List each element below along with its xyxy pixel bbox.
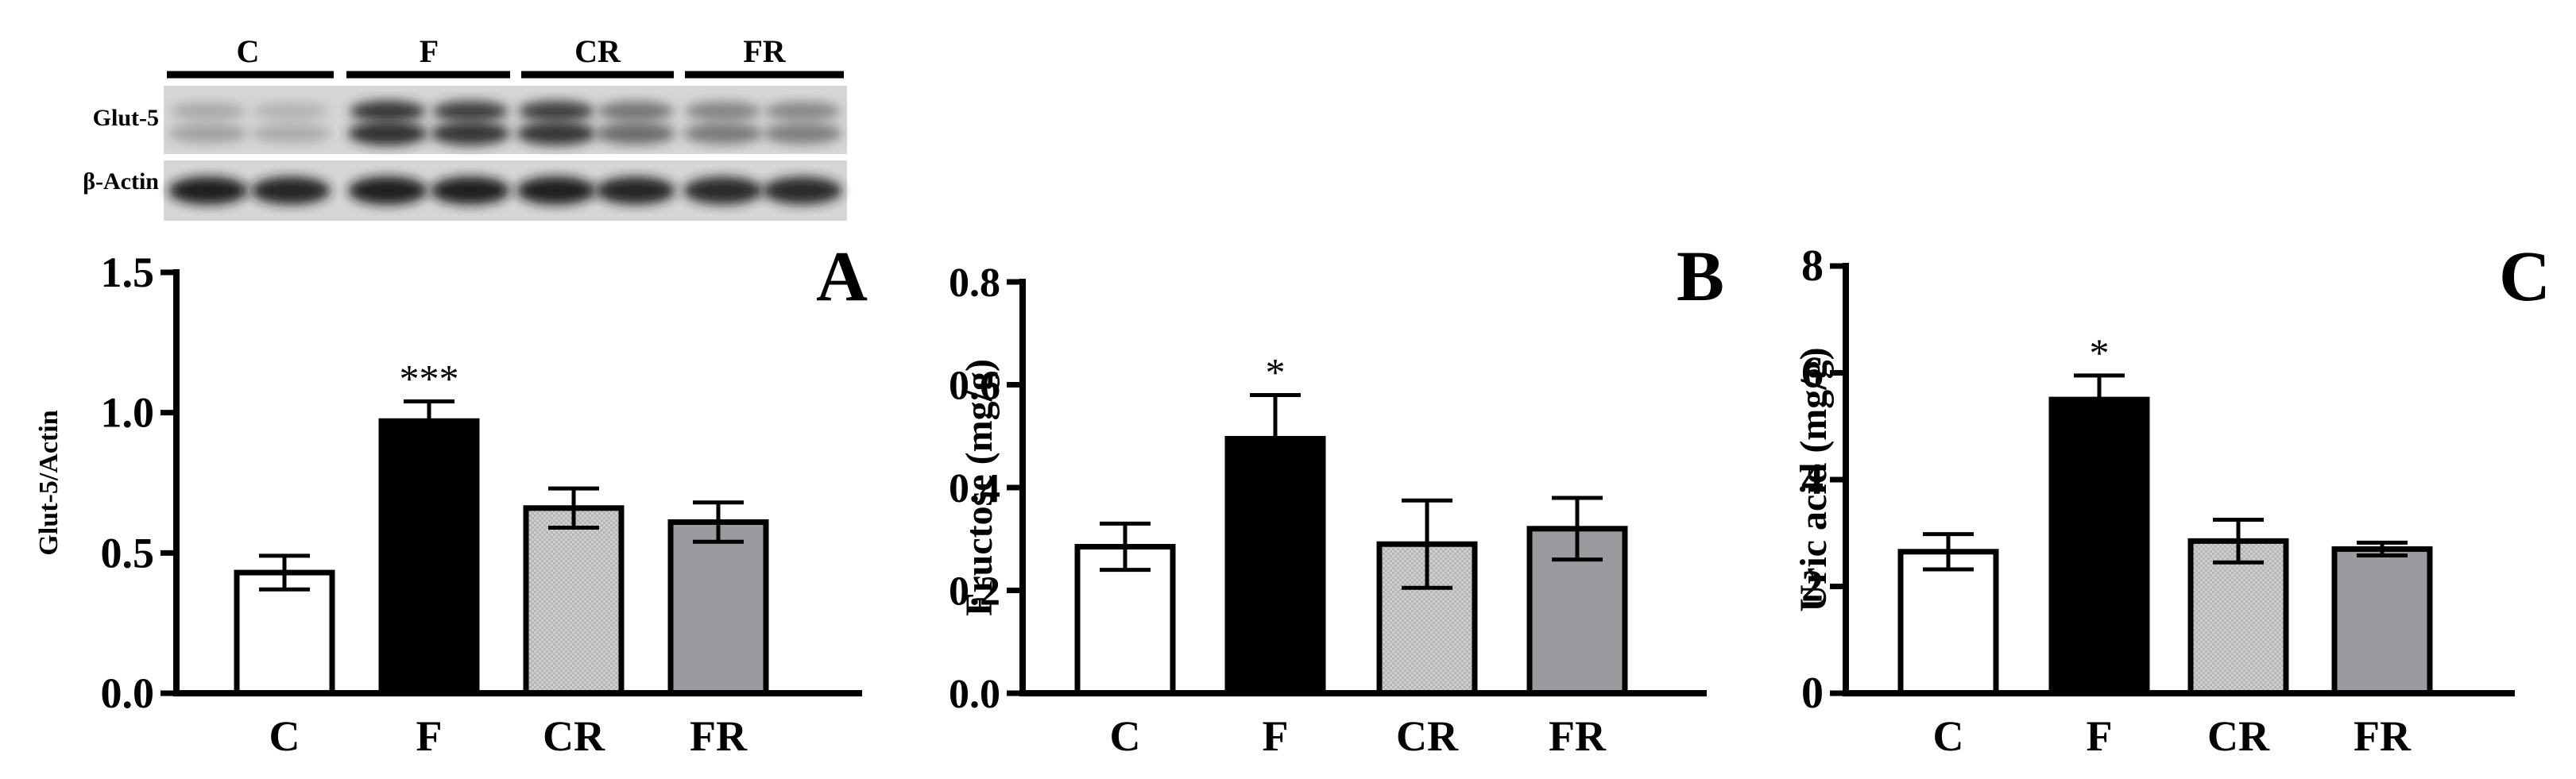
bar-charts: C *** F CR FR 0.0 0.5 1.0 1.5 Glut-5/Actin A C * F CR F…	[34, 237, 2551, 760]
y-tick-label: 0.8	[949, 260, 1000, 306]
glut5-band-lower	[596, 122, 675, 145]
panel-letter: A	[816, 237, 868, 316]
y-tick-label: 0.0	[101, 669, 155, 717]
glut5-band-lower	[516, 121, 596, 146]
x-tick-label: CR	[2207, 712, 2270, 760]
actin-band	[683, 176, 763, 205]
y-tick-label: 0.2	[949, 569, 1000, 615]
glut5-band-upper	[253, 102, 329, 120]
y-axis-label: Glut-5/Actin	[34, 410, 64, 555]
glut5-band-lower	[348, 121, 427, 146]
x-tick-label: C	[269, 712, 300, 760]
glut5-band-upper	[432, 100, 509, 122]
bar-f	[2048, 396, 2150, 696]
bar-c	[234, 569, 335, 696]
glut5-band-upper	[518, 100, 594, 122]
y-tick-label: 6	[1801, 349, 1824, 398]
panel-letter: C	[2499, 237, 2551, 316]
actin-band	[596, 176, 675, 205]
actin-band	[348, 176, 427, 205]
bar-f	[378, 418, 480, 696]
y-tick-label: 1.0	[101, 389, 155, 437]
y-tick-label: 0.4	[949, 466, 1000, 511]
x-tick-label: C	[1933, 712, 1964, 760]
bar-f	[1224, 435, 1326, 696]
blot-label-f: F	[420, 33, 439, 69]
x-tick-label: F	[416, 712, 443, 760]
panel-letter: B	[1677, 237, 1724, 316]
x-tick-label: CR	[1396, 712, 1459, 760]
y-tick-label: 0.5	[101, 529, 155, 577]
actin-band	[168, 176, 248, 205]
x-tick-label: FR	[1549, 712, 1607, 760]
y-axis-label: Fructose (mg/g)	[958, 359, 1000, 616]
y-tick-label: 1.5	[101, 249, 155, 296]
glut5-band-lower	[251, 123, 331, 144]
blot-label-fr: FR	[743, 33, 786, 69]
glut5-band-upper	[350, 100, 426, 122]
x-tick-label: C	[1110, 712, 1141, 760]
bar-fr	[667, 519, 769, 696]
blot-label-c: C	[237, 33, 260, 69]
x-tick-label: FR	[690, 712, 748, 760]
y-tick-label: 0.6	[949, 364, 1000, 409]
blot-row-label-actin: β-Actin	[83, 168, 159, 195]
blot-strip-glut5	[164, 86, 847, 154]
y-tick-label: 2	[1801, 562, 1824, 611]
significance-label: *	[1266, 349, 1286, 394]
actin-bands	[168, 176, 842, 205]
x-tick-label: CR	[543, 712, 605, 760]
significance-label: *	[2090, 330, 2110, 375]
actin-band	[251, 176, 331, 205]
actin-band	[431, 176, 510, 205]
glut5-band-lower	[431, 121, 510, 146]
x-tick-label: F	[2087, 712, 2113, 760]
glut5-band-lower	[763, 122, 842, 145]
glut5-band-lower	[168, 123, 248, 144]
blot-row-label-glut5: Glut-5	[93, 105, 159, 131]
chart-panel-c: C * F CR FR 0 2 4 6 8 Uric acid (mg/g) C	[1793, 237, 2551, 760]
glut5-band-upper	[170, 102, 246, 121]
bar-cr	[523, 505, 625, 696]
actin-band	[763, 176, 842, 205]
glut5-band-upper	[764, 102, 841, 121]
western-blot: C F CR FR Glut-5 β-Actin	[83, 33, 847, 221]
chart-panel-b: C * F CR FR 0.0 0.2 0.4 0.6 0.8 Fructose (mg/g) B	[949, 237, 1724, 760]
blot-strip-glut5-bg	[164, 86, 847, 154]
blot-label-cr: CR	[574, 33, 621, 69]
glut5-band-upper	[598, 101, 674, 121]
chart-panel-a: C *** F CR FR 0.0 0.5 1.0 1.5 Glut-5/Actin A	[34, 237, 868, 760]
y-axis-label: Uric acid (mg/g)	[1793, 347, 1835, 611]
x-tick-label: FR	[2354, 712, 2412, 760]
bar-fr	[2331, 546, 2433, 696]
glut5-band-upper	[685, 102, 761, 121]
y-tick-label: 4	[1801, 455, 1824, 504]
x-tick-label: F	[1263, 712, 1289, 760]
glut5-band-lower	[683, 122, 763, 145]
blot-group-headers: C F CR FR	[167, 33, 844, 79]
bar-c	[1897, 549, 1999, 696]
glut5-bands	[168, 100, 842, 146]
actin-band	[516, 176, 596, 205]
blot-strip-actin	[164, 160, 847, 221]
significance-label: ***	[400, 357, 459, 401]
y-tick-label: 8	[1801, 241, 1824, 291]
y-tick-label: 0.0	[949, 672, 1000, 717]
y-tick-label: 0	[1801, 669, 1824, 718]
